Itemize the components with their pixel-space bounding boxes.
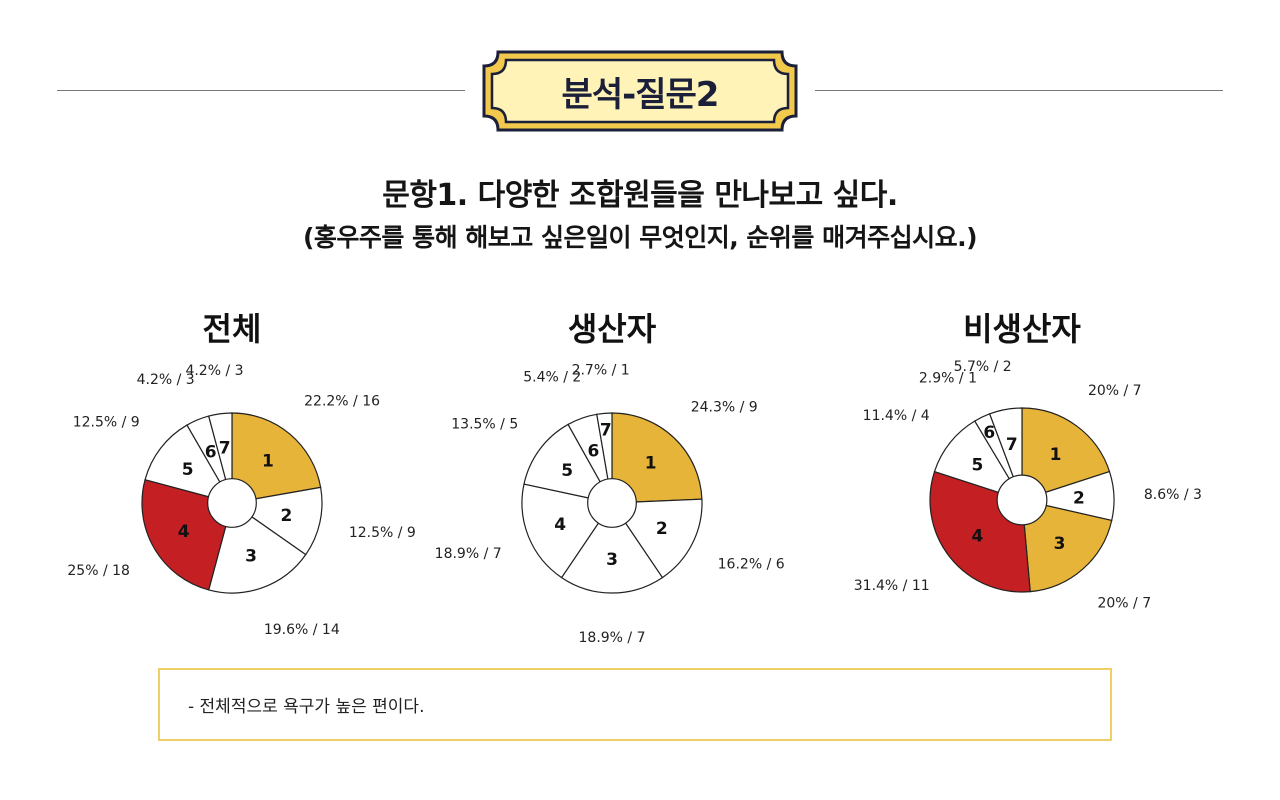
slice-percent-label: 4.2% / 3	[185, 363, 243, 379]
header-rule-right	[815, 90, 1223, 91]
slice-percent-label: 31.4% / 11	[854, 578, 930, 594]
slice-percent-label: 5.4% / 2	[523, 370, 581, 386]
slice-percent-label: 2.9% / 1	[919, 370, 977, 386]
slice-percent-label: 11.4% / 4	[863, 408, 930, 424]
pie-slice	[933, 420, 1024, 502]
pie-title: 전체	[203, 310, 262, 348]
slice-number: 5	[182, 460, 194, 480]
header-rule-left	[57, 90, 465, 91]
slice-number: 3	[245, 546, 257, 566]
slice-percent-label: 12.5% / 9	[349, 525, 416, 541]
slice-percent-label: 19.6% / 14	[264, 622, 340, 638]
slice-number: 5	[561, 461, 573, 481]
slice-number: 4	[178, 522, 190, 542]
slice-number: 1	[645, 454, 657, 474]
slice-number: 1	[1050, 445, 1062, 465]
pie-slice	[1021, 407, 1111, 501]
question-title: 문항1. 다양한 조합원들을 만나보고 싶다.	[382, 178, 898, 213]
pie-chart-1: 전체 1 22.2% / 16 2 12.5% / 9 3 19.6% / 14 4 25% /…	[67, 310, 415, 638]
slice-number: 7	[1006, 435, 1018, 455]
slice-number: 6	[983, 423, 995, 443]
slice-number: 7	[600, 420, 612, 440]
slice-percent-label: 18.9% / 7	[435, 546, 502, 562]
pie-title: 생산자	[568, 310, 657, 348]
slice-number: 3	[606, 550, 618, 570]
slice-number: 2	[1073, 488, 1085, 508]
slice-number: 4	[971, 527, 983, 547]
slice-percent-label: 13.5% / 5	[451, 416, 518, 432]
slice-number: 3	[1054, 534, 1066, 554]
slice-percent-label: 12.5% / 9	[73, 414, 140, 430]
page-title: 분석-질문2	[561, 74, 720, 115]
pie-slice	[1021, 499, 1113, 593]
pie-chart-3: 비생산자 1 20% / 7 2 8.6% / 3 3 20% / 7 4 31.4% / 11…	[854, 310, 1202, 611]
summary-box: - 전체적으로 욕구가 높은 편이다.	[158, 668, 1112, 741]
slice-percent-label: 8.6% / 3	[1144, 487, 1202, 503]
slice-percent-label: 16.2% / 6	[718, 556, 785, 572]
slice-number: 7	[219, 439, 231, 459]
slice-number: 1	[262, 451, 274, 471]
slice-number: 2	[281, 506, 293, 526]
pie-title: 비생산자	[963, 310, 1081, 348]
pie-slice	[144, 424, 234, 504]
pie-slice	[610, 498, 703, 579]
pie-slice	[611, 412, 703, 504]
pie-center-hole	[587, 478, 637, 528]
pie-center-hole	[996, 474, 1048, 526]
slice-number: 6	[587, 441, 599, 461]
pie-center-hole	[207, 478, 257, 528]
slice-number: 5	[971, 455, 983, 475]
slice-percent-label: 2.7% / 1	[572, 362, 630, 378]
slice-percent-label: 20% / 7	[1088, 383, 1142, 399]
slice-percent-label: 18.9% / 7	[579, 630, 646, 646]
pie-slice	[523, 423, 614, 504]
slice-percent-label: 5.7% / 2	[954, 359, 1012, 375]
slice-percent-label: 4.2% / 3	[137, 372, 195, 388]
slice-percent-label: 24.3% / 9	[691, 399, 758, 415]
slice-number: 2	[656, 519, 668, 539]
pie-slice	[560, 501, 664, 594]
summary-text: - 전체적으로 욕구가 높은 편이다.	[188, 697, 425, 717]
title-badge	[482, 50, 798, 132]
slice-number: 6	[205, 442, 217, 462]
slice-percent-label: 20% / 7	[1097, 595, 1151, 611]
question-subtitle: (홍우주를 통해 해보고 싶은일이 무엇인지, 순위를 매겨주십시요.)	[302, 223, 978, 252]
pie-chart-2: 생산자 1 24.3% / 9 2 16.2% / 6 3 18.9% / 7 4 18.9% …	[435, 310, 785, 646]
slice-number: 4	[554, 515, 566, 535]
pie-slice	[231, 412, 322, 504]
slice-percent-label: 22.2% / 16	[304, 393, 380, 409]
pie-charts: 전체 1 22.2% / 16 2 12.5% / 9 3 19.6% / 14 4 25% /…	[67, 310, 1202, 646]
slice-percent-label: 25% / 18	[67, 563, 130, 579]
